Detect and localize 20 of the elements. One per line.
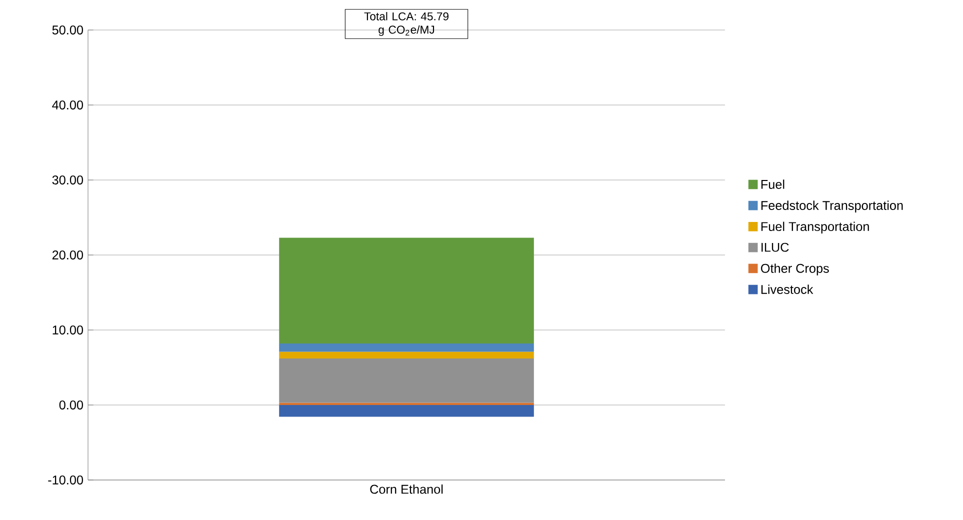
legend-label: Feedstock Transportation — [761, 200, 903, 212]
bar — [279, 352, 534, 358]
bar — [279, 358, 534, 403]
x-tick-label: Corn Ethanol — [370, 484, 443, 494]
y-tick-label: 10.00 — [52, 326, 84, 334]
legend-label: ILUC — [762, 242, 789, 252]
bar — [279, 404, 534, 417]
y-tick-label: 20.00 — [52, 250, 84, 260]
legend-label: Fuel Transportation — [761, 222, 869, 234]
y-tick-label: 40.00 — [52, 100, 84, 110]
y-tick-label: 50.00 — [52, 26, 84, 34]
y-tick-label: -10.00 — [48, 476, 84, 484]
annotation: Total LCA: 45.79 g CO$_{2}$e/MJ — [364, 12, 448, 36]
bar — [279, 238, 534, 344]
legend-label: Livestock — [761, 284, 814, 294]
bar — [279, 343, 534, 352]
y-tick-label: 30.00 — [52, 176, 84, 184]
y-tick-label: 0.00 — [59, 400, 84, 410]
legend-label: Fuel — [761, 180, 784, 189]
legend-label: Other Crops — [760, 264, 829, 276]
